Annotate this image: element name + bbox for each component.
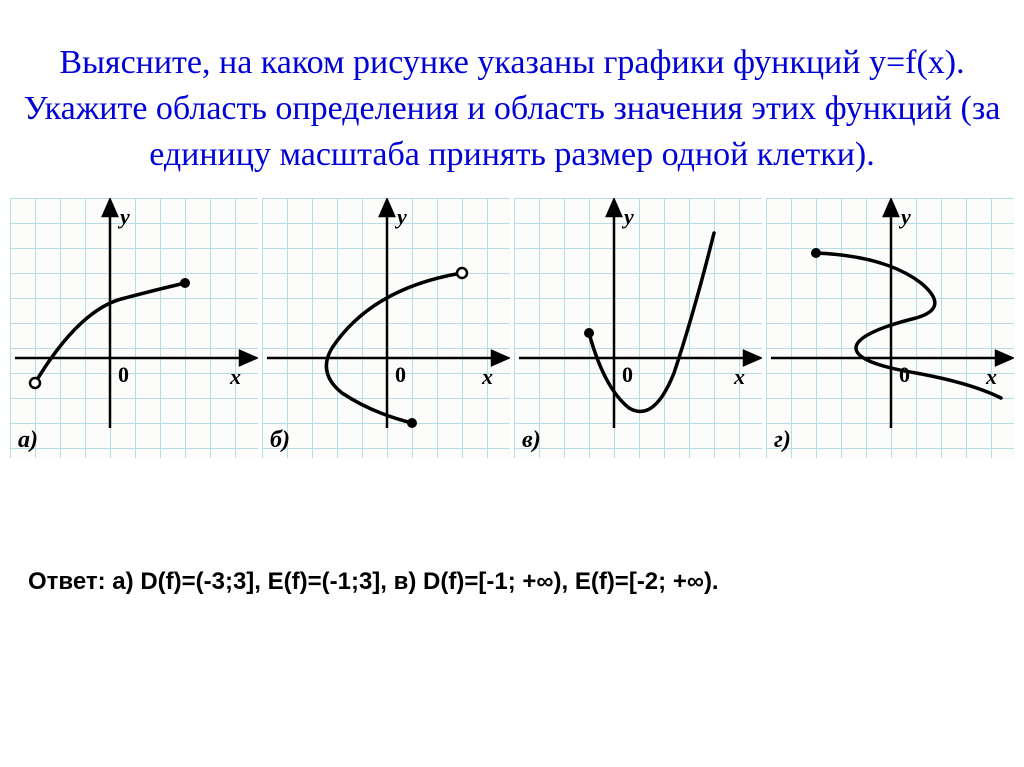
origin-label: 0 bbox=[395, 362, 406, 388]
x-axis-label: x bbox=[986, 364, 997, 390]
y-axis-label: y bbox=[901, 204, 911, 230]
figure-label: а) bbox=[18, 427, 38, 454]
endpoint-open bbox=[457, 268, 467, 278]
x-axis-label: x bbox=[482, 364, 493, 390]
y-axis-label: y bbox=[624, 204, 634, 230]
endpoint-open bbox=[30, 378, 40, 388]
origin-label: 0 bbox=[622, 362, 633, 388]
x-axis-label: x bbox=[230, 364, 241, 390]
chart-panel-g: y x 0 г) bbox=[766, 198, 1014, 458]
figure-label: в) bbox=[522, 427, 541, 454]
chart-svg bbox=[514, 198, 762, 458]
y-axis-label: y bbox=[397, 204, 407, 230]
y-axis-label: y bbox=[120, 204, 130, 230]
curve bbox=[589, 233, 714, 411]
chart-panel-a: y x 0 а) bbox=[10, 198, 258, 458]
endpoint-closed bbox=[180, 278, 190, 288]
origin-label: 0 bbox=[899, 362, 910, 388]
chart-panel-v: y x 0 в) bbox=[514, 198, 762, 458]
curve bbox=[326, 273, 462, 423]
charts-row: y x 0 а) y x 0 б) y x 0 в) y x 0 г) bbox=[0, 198, 1024, 458]
chart-svg bbox=[766, 198, 1014, 458]
chart-panel-b: y x 0 б) bbox=[262, 198, 510, 458]
figure-label: г) bbox=[774, 427, 791, 454]
endpoint-closed bbox=[584, 328, 594, 338]
question-text: Выясните, на каком рисунке указаны графи… bbox=[0, 0, 1024, 188]
endpoint-closed bbox=[811, 248, 821, 258]
x-axis-label: x bbox=[734, 364, 745, 390]
chart-svg bbox=[10, 198, 258, 458]
chart-svg bbox=[262, 198, 510, 458]
figure-label: б) bbox=[270, 427, 290, 454]
endpoint-closed bbox=[407, 418, 417, 428]
answer-text: Ответ: а) D(f)=(-3;3], E(f)=(-1;3], в) D… bbox=[0, 568, 1024, 596]
origin-label: 0 bbox=[118, 362, 129, 388]
